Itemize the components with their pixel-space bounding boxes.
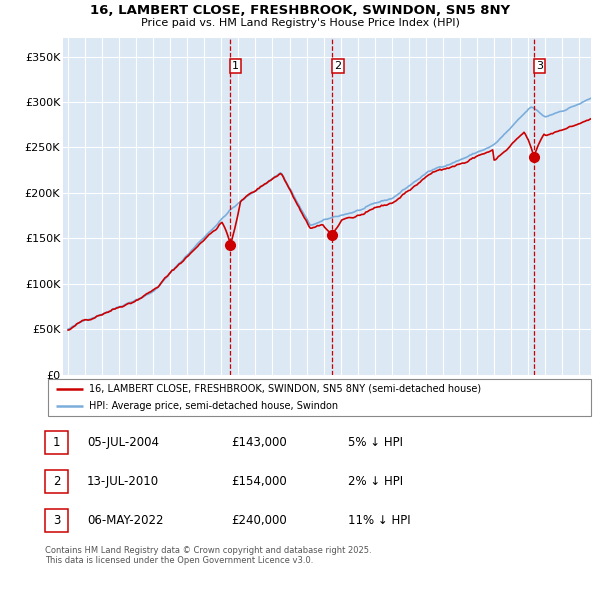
Text: 5% ↓ HPI: 5% ↓ HPI — [348, 436, 403, 449]
Text: 3: 3 — [53, 514, 60, 527]
Text: 06-MAY-2022: 06-MAY-2022 — [87, 514, 163, 527]
Text: 11% ↓ HPI: 11% ↓ HPI — [348, 514, 410, 527]
Text: £143,000: £143,000 — [231, 436, 287, 449]
FancyBboxPatch shape — [48, 379, 591, 416]
Text: 2: 2 — [53, 475, 60, 488]
Text: 13-JUL-2010: 13-JUL-2010 — [87, 475, 159, 488]
Text: 1: 1 — [232, 61, 239, 71]
Text: Contains HM Land Registry data © Crown copyright and database right 2025.: Contains HM Land Registry data © Crown c… — [45, 546, 371, 555]
Text: HPI: Average price, semi-detached house, Swindon: HPI: Average price, semi-detached house,… — [89, 401, 338, 411]
Text: 05-JUL-2004: 05-JUL-2004 — [87, 436, 159, 449]
Text: 16, LAMBERT CLOSE, FRESHBROOK, SWINDON, SN5 8NY (semi-detached house): 16, LAMBERT CLOSE, FRESHBROOK, SWINDON, … — [89, 384, 481, 394]
Text: 3: 3 — [536, 61, 543, 71]
Text: Price paid vs. HM Land Registry's House Price Index (HPI): Price paid vs. HM Land Registry's House … — [140, 18, 460, 28]
Text: £240,000: £240,000 — [231, 514, 287, 527]
Text: £154,000: £154,000 — [231, 475, 287, 488]
Text: This data is licensed under the Open Government Licence v3.0.: This data is licensed under the Open Gov… — [45, 556, 313, 565]
Text: 16, LAMBERT CLOSE, FRESHBROOK, SWINDON, SN5 8NY: 16, LAMBERT CLOSE, FRESHBROOK, SWINDON, … — [90, 4, 510, 17]
Text: 2: 2 — [334, 61, 341, 71]
Text: 2% ↓ HPI: 2% ↓ HPI — [348, 475, 403, 488]
Text: 1: 1 — [53, 436, 60, 449]
